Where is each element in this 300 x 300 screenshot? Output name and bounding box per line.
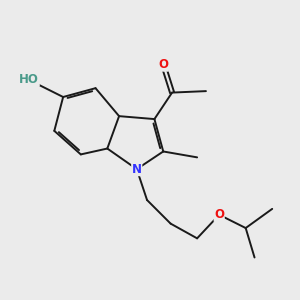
- Text: O: O: [214, 208, 224, 221]
- Text: N: N: [132, 163, 142, 176]
- Text: O: O: [158, 58, 168, 71]
- Text: HO: HO: [19, 73, 39, 86]
